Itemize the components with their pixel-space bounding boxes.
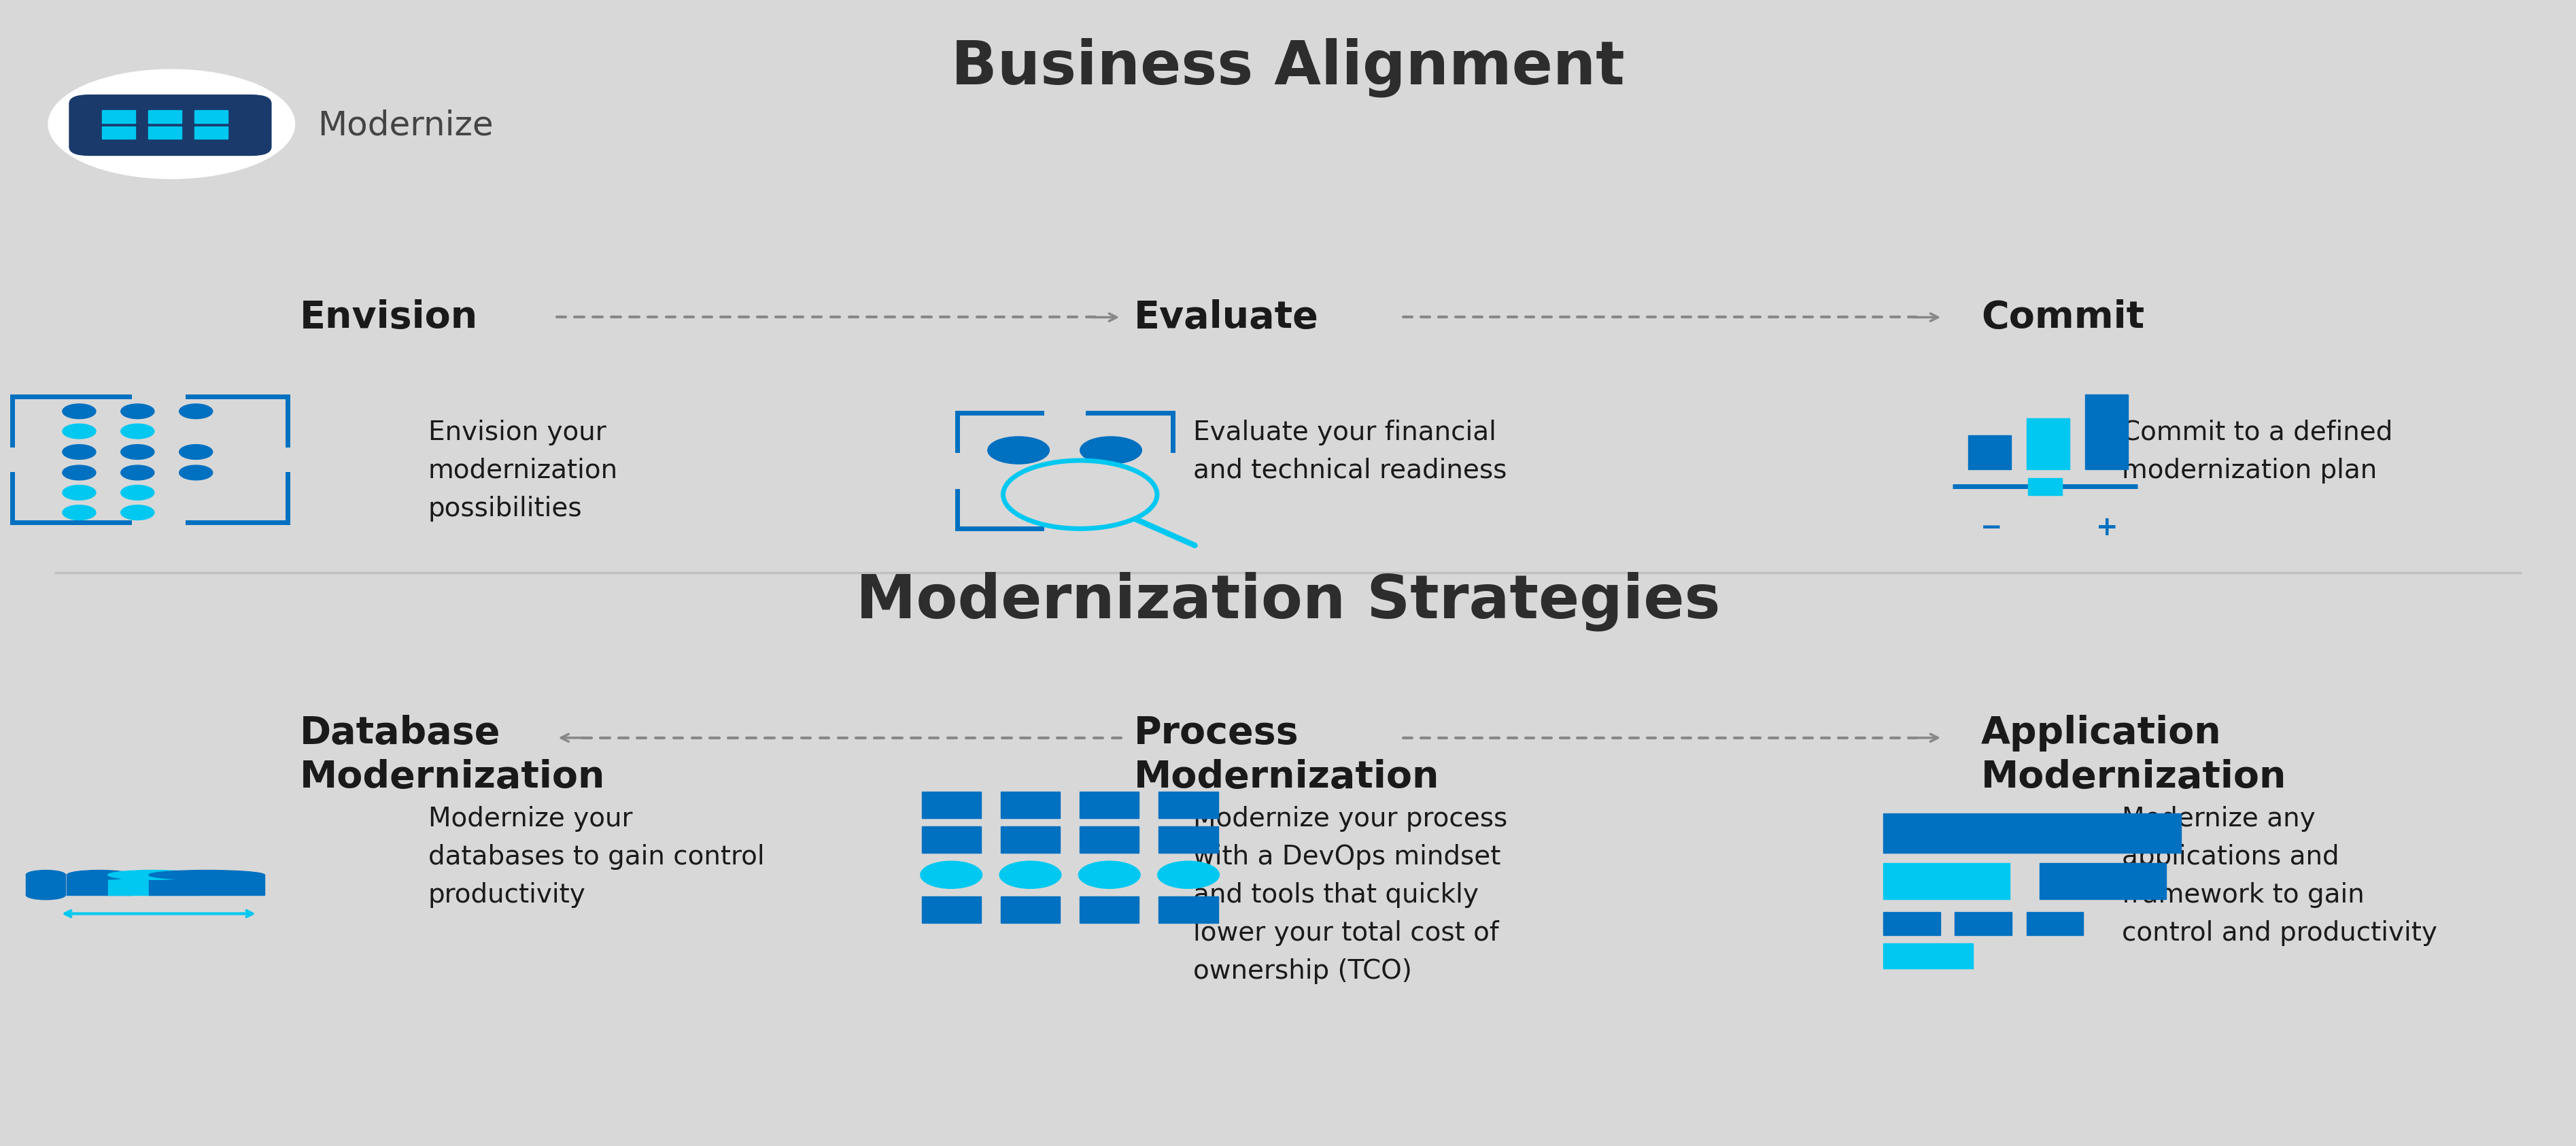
Circle shape — [121, 445, 155, 460]
Bar — [922, 826, 981, 853]
Text: Commit: Commit — [1981, 299, 2143, 336]
Text: Envision your
modernization
possibilities: Envision your modernization possibilitie… — [428, 419, 618, 521]
Bar — [1883, 943, 1973, 968]
Bar — [999, 792, 1059, 818]
Bar — [922, 792, 981, 818]
Circle shape — [62, 465, 95, 480]
Circle shape — [180, 465, 214, 480]
Bar — [1159, 792, 1218, 818]
Text: Modernize any
applications and
framework to gain
control and productivity: Modernize any applications and framework… — [2123, 806, 2437, 947]
Bar — [103, 110, 137, 123]
Text: −: − — [1981, 515, 2002, 541]
Circle shape — [62, 505, 95, 520]
Bar — [103, 126, 137, 139]
Bar — [1883, 863, 2009, 900]
Circle shape — [121, 424, 155, 439]
Bar — [149, 874, 265, 895]
Bar — [1079, 792, 1139, 818]
Bar — [999, 826, 1059, 853]
Bar — [2027, 912, 2084, 935]
Text: Database
Modernization: Database Modernization — [299, 715, 605, 795]
Bar — [2027, 418, 2069, 470]
Bar — [149, 110, 183, 123]
Ellipse shape — [26, 890, 64, 900]
Bar — [67, 874, 131, 895]
Bar — [2040, 863, 2166, 900]
Circle shape — [987, 437, 1048, 464]
Text: Process
Modernization: Process Modernization — [1133, 715, 1440, 795]
Bar — [999, 896, 1059, 923]
Ellipse shape — [149, 870, 265, 880]
Ellipse shape — [108, 870, 198, 880]
Bar — [1079, 826, 1139, 853]
Bar — [1883, 814, 2182, 853]
Bar — [1079, 896, 1139, 923]
Text: Modernize your
databases to gain control
productivity: Modernize your databases to gain control… — [428, 806, 765, 908]
Bar — [1955, 912, 2012, 935]
Bar — [2027, 478, 2061, 495]
Bar — [1883, 912, 1940, 935]
Ellipse shape — [26, 870, 64, 880]
Circle shape — [121, 403, 155, 418]
Text: Commit to a defined
modernization plan: Commit to a defined modernization plan — [2123, 419, 2393, 484]
Circle shape — [1157, 861, 1218, 888]
Bar — [922, 896, 981, 923]
Circle shape — [121, 465, 155, 480]
Circle shape — [180, 403, 214, 418]
Text: Modernize: Modernize — [317, 109, 495, 141]
Circle shape — [62, 403, 95, 418]
Bar — [2084, 394, 2128, 470]
Circle shape — [1079, 437, 1141, 464]
Bar — [108, 874, 198, 895]
Bar — [26, 874, 64, 895]
Circle shape — [1079, 861, 1141, 888]
Text: Business Alignment: Business Alignment — [951, 38, 1625, 97]
Text: Envision: Envision — [299, 299, 479, 336]
Text: Modernization Strategies: Modernization Strategies — [855, 572, 1721, 631]
Circle shape — [49, 70, 294, 179]
Text: Application
Modernization: Application Modernization — [1981, 715, 2287, 795]
Circle shape — [180, 445, 214, 460]
Circle shape — [62, 424, 95, 439]
Circle shape — [121, 505, 155, 520]
Circle shape — [999, 861, 1061, 888]
Text: Modernize your process
with a DevOps mindset
and tools that quickly
lower your t: Modernize your process with a DevOps min… — [1193, 806, 1507, 984]
Circle shape — [920, 861, 981, 888]
Bar — [1159, 826, 1218, 853]
Text: Evaluate: Evaluate — [1133, 299, 1319, 336]
Text: Evaluate your financial
and technical readiness: Evaluate your financial and technical re… — [1193, 419, 1507, 484]
Bar — [196, 126, 229, 139]
Bar — [1159, 896, 1218, 923]
Circle shape — [62, 445, 95, 460]
Bar — [196, 110, 229, 123]
Circle shape — [62, 485, 95, 500]
Text: +: + — [2097, 515, 2117, 541]
Ellipse shape — [67, 870, 131, 880]
Circle shape — [121, 485, 155, 500]
Bar — [149, 126, 183, 139]
FancyBboxPatch shape — [70, 94, 270, 156]
Bar — [1968, 435, 2012, 470]
